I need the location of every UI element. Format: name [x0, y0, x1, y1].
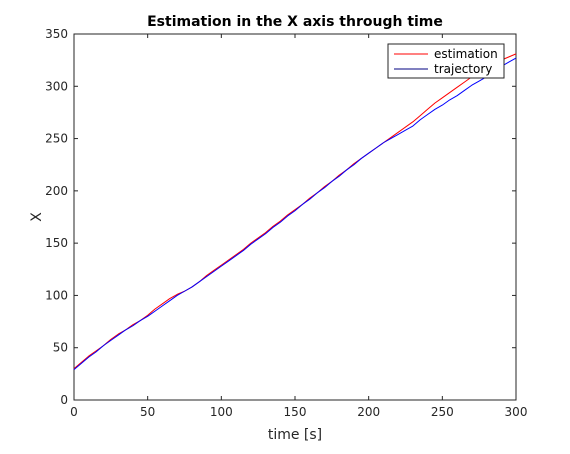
x-tick-label: 50: [140, 405, 155, 419]
x-tick-label: 0: [70, 405, 78, 419]
legend: estimation trajectory: [387, 43, 505, 79]
x-tick-label: 100: [210, 405, 233, 419]
series-lines: [73, 53, 517, 371]
chart-title: Estimation in the X axis through time: [147, 14, 443, 30]
x-axis-label: time [s]: [268, 427, 322, 443]
legend-label-estimation: estimation: [434, 47, 498, 61]
x-tick-label: 200: [357, 405, 380, 419]
legend-box: [387, 43, 505, 79]
plot-area: [73, 33, 517, 401]
y-tick-label: 150: [45, 236, 68, 250]
x-tick-label: 150: [284, 405, 307, 419]
x-tick-label: 300: [505, 405, 528, 419]
legend-label-trajectory: trajectory: [434, 62, 492, 76]
y-tick-label: 200: [45, 184, 68, 198]
series-line-trajectory: [73, 57, 517, 371]
y-tick-label: 0: [60, 393, 68, 407]
y-tick-label: 50: [53, 341, 68, 355]
series-line-estimation: [73, 53, 517, 370]
x-tick-label: 250: [431, 405, 454, 419]
y-axis-label: X: [29, 212, 45, 222]
y-tick-label: 300: [45, 79, 68, 93]
y-tick-label: 100: [45, 288, 68, 302]
axis-ticks: 0 50 100 150 200 250 300 0 50 100 150 200 250 300 350: [45, 27, 527, 419]
y-tick-label: 350: [45, 27, 68, 41]
y-tick-label: 250: [45, 132, 68, 146]
